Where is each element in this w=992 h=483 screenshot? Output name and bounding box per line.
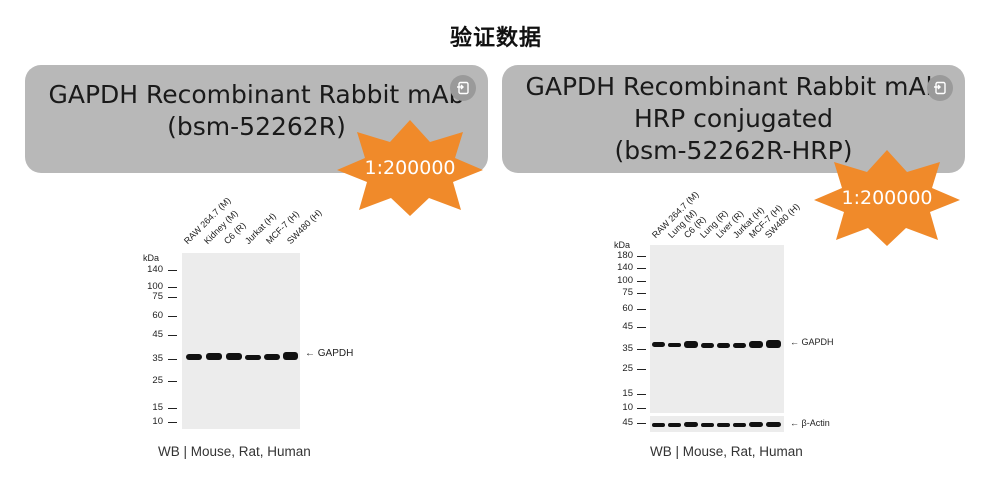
mw-tick bbox=[637, 268, 646, 269]
actin-band bbox=[652, 423, 665, 427]
dilution-text: 1:200000 bbox=[841, 187, 933, 209]
mw-marker: 60 bbox=[622, 303, 633, 314]
mw-tick bbox=[637, 327, 646, 328]
copy-icon[interactable] bbox=[927, 75, 953, 101]
actin-band bbox=[749, 422, 763, 427]
kda-label: kDa bbox=[614, 240, 631, 250]
panel-2-title-line-3: (bsm-52262R-HRP) bbox=[614, 136, 853, 165]
mw-marker: 75 bbox=[622, 287, 633, 298]
mw-marker: 75 bbox=[152, 291, 163, 302]
actin-band bbox=[717, 423, 730, 427]
mw-marker: 45 bbox=[152, 329, 163, 340]
mw-tick bbox=[637, 256, 646, 257]
dilution-badge: 1:200000 bbox=[812, 148, 962, 248]
actin-band bbox=[733, 423, 746, 427]
actin-band-label: ← β-Actin bbox=[790, 418, 830, 428]
mw-marker: 25 bbox=[152, 375, 163, 386]
blot-caption: WB | Mouse, Rat, Human bbox=[650, 444, 803, 459]
mw-tick bbox=[637, 293, 646, 294]
gapdh-band bbox=[717, 343, 730, 348]
mw-marker: 10 bbox=[622, 402, 633, 413]
mw-tick bbox=[168, 297, 177, 298]
mw-tick bbox=[168, 316, 177, 317]
actin-band bbox=[701, 423, 714, 427]
panel-1-header: GAPDH Recombinant Rabbit mAb (bsm-52262R… bbox=[25, 65, 488, 173]
mw-marker: 140 bbox=[617, 262, 633, 273]
band-label-text: GAPDH bbox=[801, 337, 834, 347]
gapdh-band bbox=[652, 342, 665, 347]
gapdh-band bbox=[264, 354, 280, 360]
mw-marker: 15 bbox=[152, 402, 163, 413]
mw-tick bbox=[168, 422, 177, 423]
mw-tick bbox=[168, 335, 177, 336]
copy-icon[interactable] bbox=[450, 75, 476, 101]
gapdh-band bbox=[766, 340, 781, 348]
gapdh-band-label: ← GAPDH bbox=[790, 337, 834, 347]
panel-2-title-line-1: GAPDH Recombinant Rabbit mAb bbox=[525, 72, 942, 101]
actin-band bbox=[766, 422, 781, 427]
gapdh-band bbox=[283, 352, 298, 360]
mw-tick bbox=[168, 359, 177, 360]
dilution-text: 1:200000 bbox=[364, 157, 456, 179]
mw-tick bbox=[637, 281, 646, 282]
mw-marker: 25 bbox=[622, 363, 633, 374]
mw-tick bbox=[637, 408, 646, 409]
panel-1-title-line-1: GAPDH Recombinant Rabbit mAb bbox=[48, 80, 465, 109]
mw-marker: 15 bbox=[622, 388, 633, 399]
mw-marker: 10 bbox=[152, 416, 163, 427]
mw-marker: 45 bbox=[622, 417, 633, 428]
gapdh-band-label: ← GAPDH bbox=[305, 348, 354, 359]
actin-band bbox=[684, 422, 698, 427]
mw-tick bbox=[168, 408, 177, 409]
mw-tick bbox=[637, 309, 646, 310]
mw-marker: 100 bbox=[617, 275, 633, 286]
mw-marker: 140 bbox=[147, 264, 163, 275]
mw-marker: 180 bbox=[617, 250, 633, 261]
gapdh-band bbox=[245, 355, 261, 360]
mw-tick bbox=[168, 381, 177, 382]
mw-marker: 45 bbox=[622, 321, 633, 332]
gapdh-band bbox=[684, 341, 698, 348]
mw-tick bbox=[637, 369, 646, 370]
mw-tick bbox=[168, 287, 177, 288]
mw-marker: 35 bbox=[622, 343, 633, 354]
mw-tick bbox=[637, 349, 646, 350]
dilution-badge: 1:200000 bbox=[335, 118, 485, 218]
gapdh-band bbox=[226, 353, 242, 360]
gapdh-band bbox=[701, 343, 714, 348]
gapdh-band bbox=[733, 343, 746, 348]
kda-label: kDa bbox=[143, 253, 160, 263]
blot-membrane bbox=[650, 245, 784, 413]
gapdh-band bbox=[749, 341, 763, 348]
panel-1-title-line-2: (bsm-52262R) bbox=[167, 112, 346, 141]
gapdh-band bbox=[206, 353, 222, 360]
gapdh-band bbox=[186, 354, 202, 360]
mw-tick bbox=[637, 423, 646, 424]
mw-marker: 35 bbox=[152, 353, 163, 364]
mw-marker: 60 bbox=[152, 310, 163, 321]
band-label-text: β-Actin bbox=[801, 418, 830, 428]
actin-band bbox=[668, 423, 681, 427]
band-label-text: GAPDH bbox=[317, 348, 354, 359]
page-title: 验证数据 bbox=[449, 26, 542, 51]
blot-caption: WB | Mouse, Rat, Human bbox=[158, 444, 311, 459]
mw-tick bbox=[637, 394, 646, 395]
mw-tick bbox=[168, 270, 177, 271]
blot-membrane bbox=[182, 253, 300, 429]
panel-2-title-line-2: HRP conjugated bbox=[633, 104, 834, 133]
gapdh-band bbox=[668, 343, 681, 347]
mw-marker: 100 bbox=[147, 281, 163, 292]
